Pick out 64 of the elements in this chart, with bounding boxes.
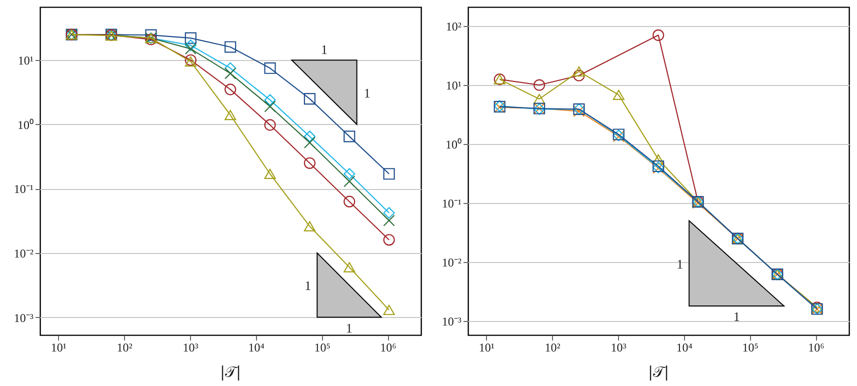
x-tick-label: 10² — [544, 340, 561, 354]
x-tick-label: 10³ — [610, 340, 627, 354]
point — [184, 32, 196, 44]
x-tick-label: 10³ — [182, 340, 199, 354]
annotation: 1 — [676, 256, 684, 272]
point — [383, 207, 395, 219]
point — [224, 110, 236, 120]
y-tick-label: 10⁻² — [442, 256, 462, 270]
annotation: 1 — [304, 278, 312, 294]
point — [383, 168, 395, 180]
point — [344, 168, 356, 180]
point — [184, 42, 196, 55]
point — [344, 196, 356, 208]
point — [383, 214, 395, 226]
point — [264, 94, 276, 106]
y-tick-label: 10² — [446, 20, 462, 34]
x-tick-label: 10⁵ — [742, 340, 758, 354]
x-tick-label: 10⁴ — [676, 340, 692, 354]
point — [304, 136, 316, 148]
point — [304, 221, 316, 232]
x-tick-label: 10⁴ — [248, 340, 264, 354]
point — [383, 234, 395, 246]
point — [224, 84, 236, 96]
y-tick-label: 10¹ — [18, 54, 34, 68]
point — [264, 119, 276, 131]
point — [184, 40, 196, 52]
point — [652, 154, 664, 164]
x-tick-label: 10⁶ — [808, 340, 824, 354]
annotation: 1 — [346, 320, 352, 336]
x-axis-title: |𝒯| — [220, 363, 242, 381]
point — [534, 79, 546, 91]
point — [145, 29, 157, 41]
point — [304, 93, 316, 105]
annotation: 1 — [733, 308, 740, 324]
x-tick-label: 10¹ — [50, 340, 67, 354]
point — [573, 66, 585, 77]
y-tick-label: 10⁰ — [18, 118, 34, 132]
point — [612, 90, 624, 100]
point — [224, 68, 236, 80]
x-tick-label: 10⁶ — [380, 340, 396, 354]
y-tick-label: 10⁻¹ — [14, 182, 34, 196]
point — [383, 304, 395, 316]
point — [264, 100, 276, 112]
point — [573, 70, 585, 82]
x-tick-label: 10¹ — [478, 340, 495, 354]
point — [264, 168, 276, 179]
point — [344, 130, 356, 142]
point — [344, 176, 356, 188]
y-tick-label: 10¹ — [446, 78, 462, 93]
y-tick-label: 10⁻¹ — [442, 196, 462, 211]
y-tick-label: 10⁻³ — [442, 314, 462, 329]
y-tick-label: 10⁻³ — [14, 310, 34, 325]
point — [304, 130, 316, 142]
point — [224, 41, 236, 53]
x-axis-title: |𝒯| — [648, 363, 670, 381]
x-tick-label: 10⁵ — [314, 340, 330, 354]
y-tick-label: 10⁻² — [14, 246, 34, 260]
y-tick-label: 10⁰ — [446, 138, 462, 152]
point — [304, 157, 316, 169]
annotation: 1 — [364, 85, 370, 100]
annotation: 1 — [321, 42, 328, 58]
x-tick-label: 10² — [116, 340, 133, 354]
point — [344, 262, 356, 272]
point — [264, 62, 276, 74]
